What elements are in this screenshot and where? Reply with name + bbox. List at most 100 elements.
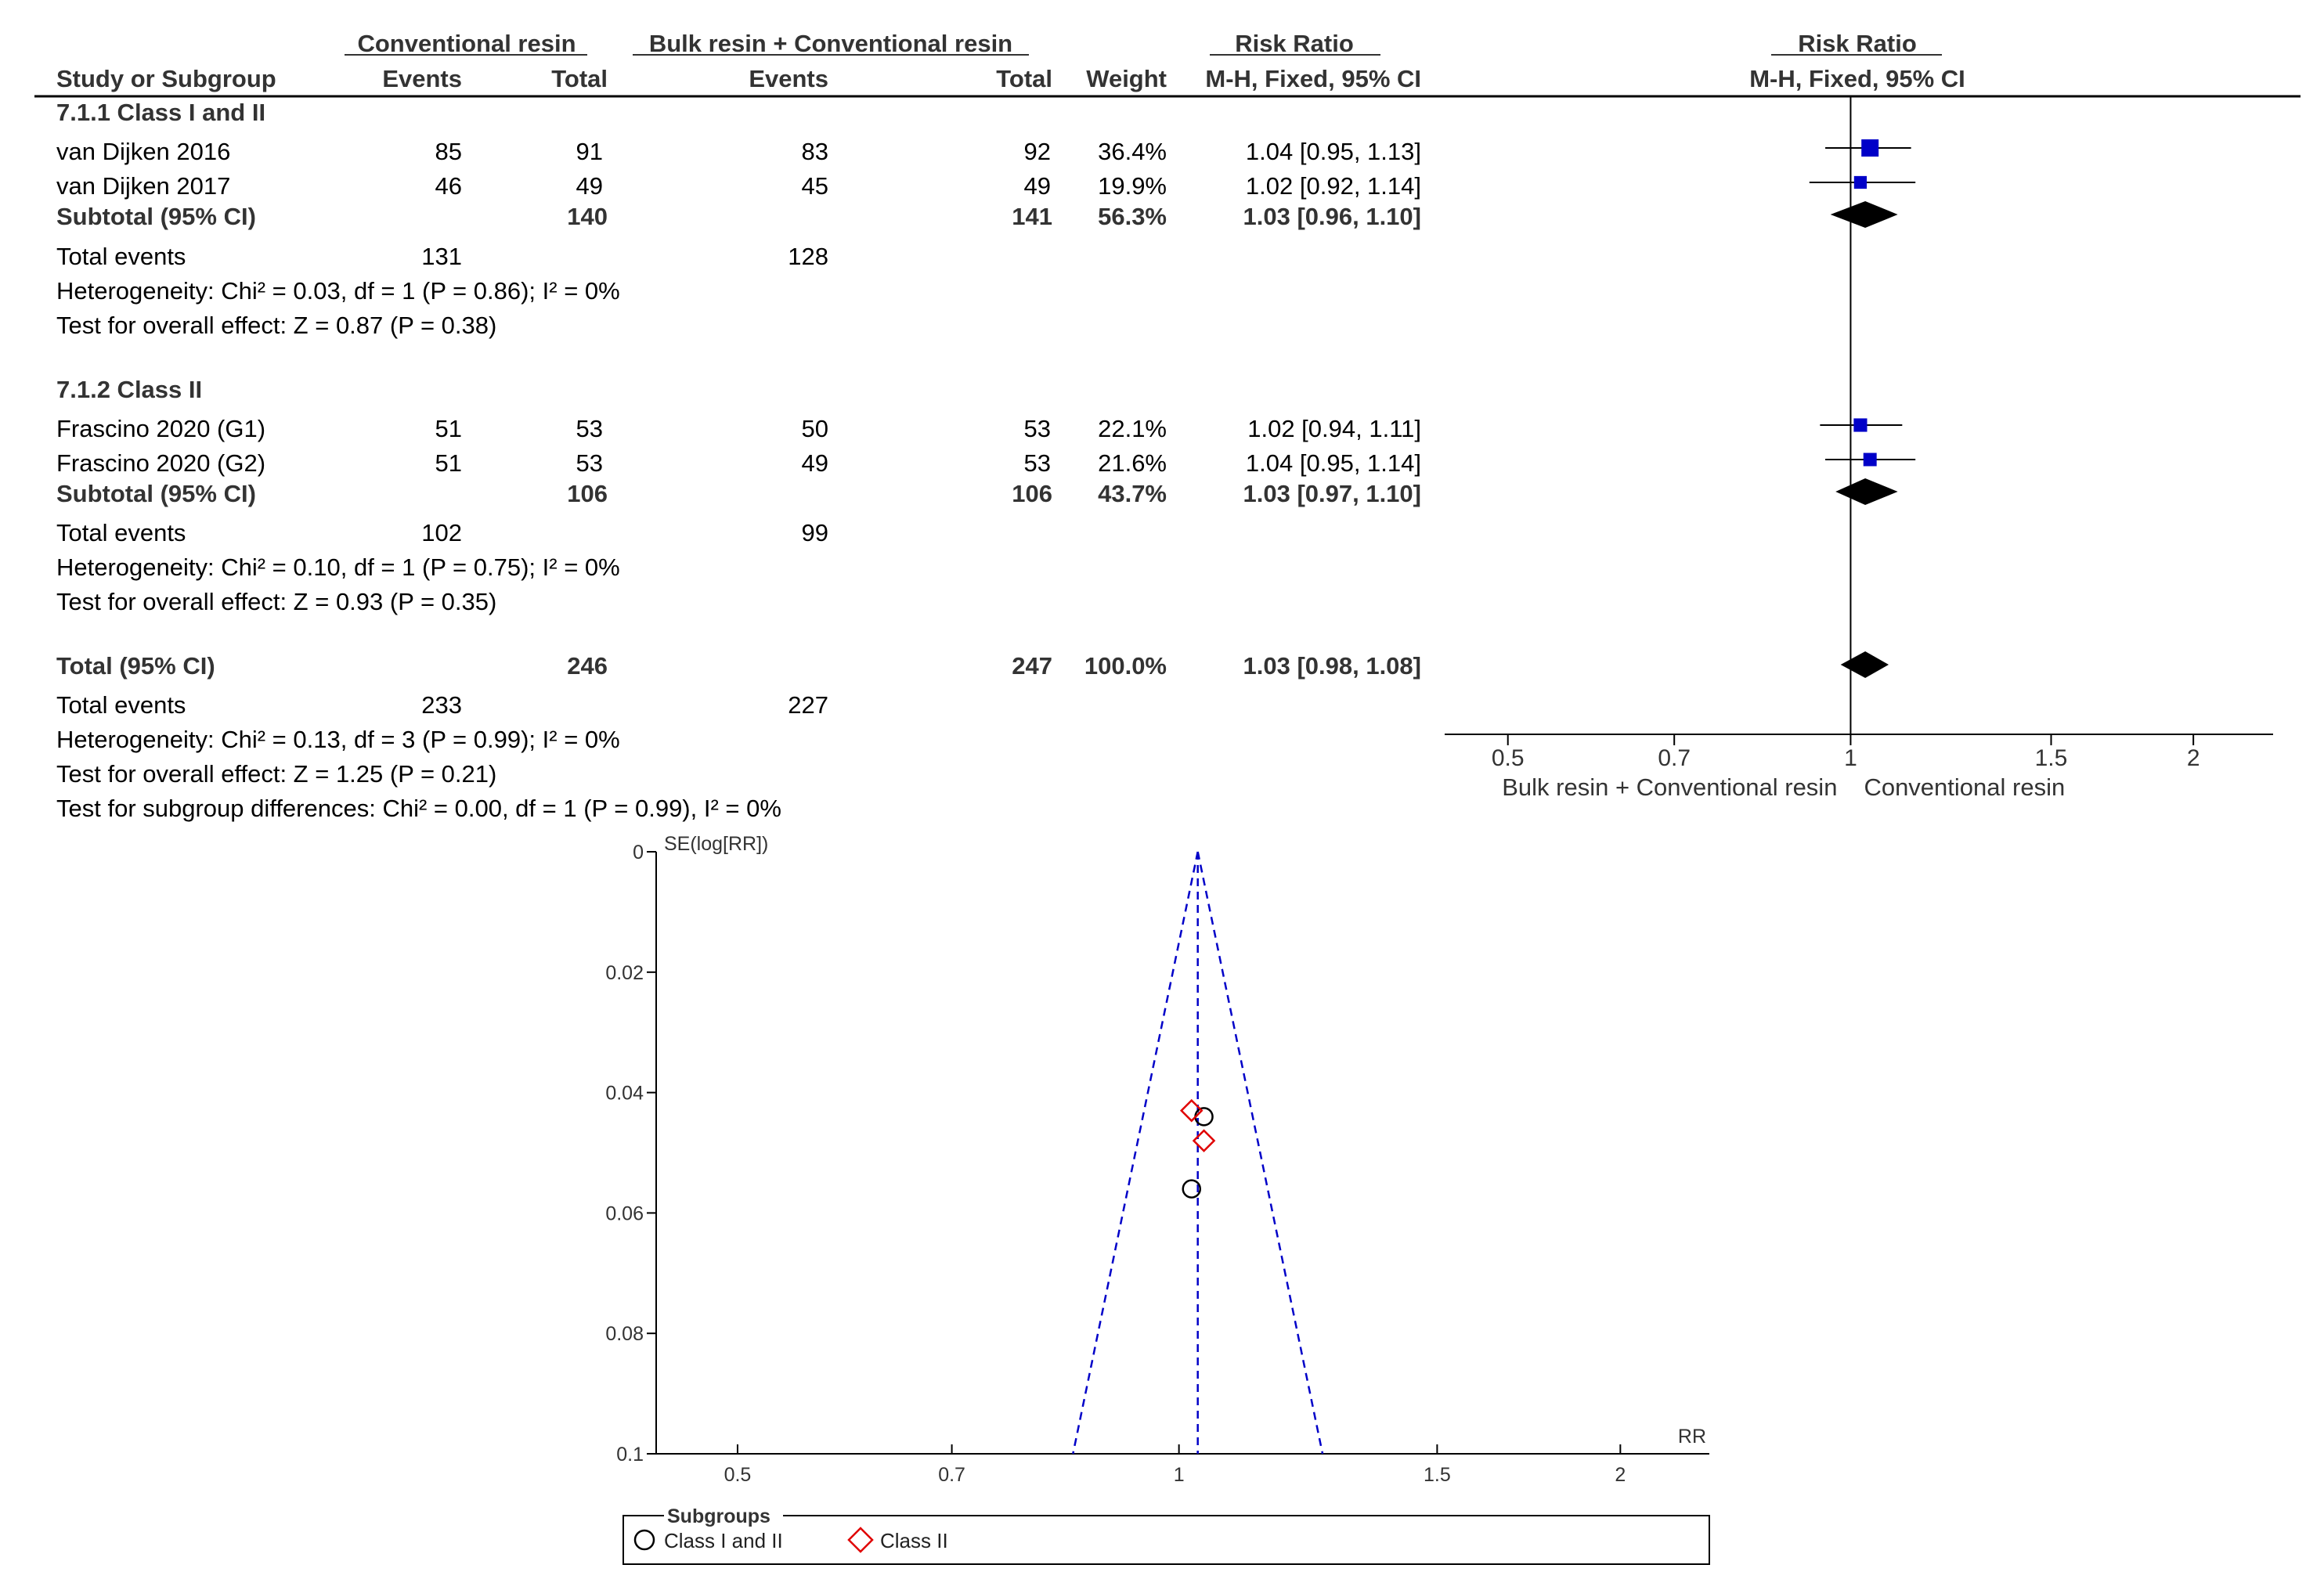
funnel-legend: Subgroups Class I and II Class II [622,1505,1710,1565]
group1-header: Conventional resin [357,30,576,57]
total-group2: 53 [1024,415,1051,442]
subtotal-row: Subtotal (95% CI) 106 106 43.7% 1.03 [0.… [56,480,1421,507]
events-group1: 85 [435,138,462,165]
total-events-row: Total events 102 99 [56,519,828,546]
study-name: van Dijken 2016 [56,138,230,165]
forest-table: 7.1.1 Class I and II van Dijken 2016 85 … [56,99,1421,822]
study-square [1853,418,1868,432]
forest-header: Conventional resin Bulk resin + Conventi… [56,30,1965,92]
total-weight: 100.0% [1084,652,1167,680]
study-square [1861,139,1879,157]
subtotal-total2: 106 [1012,480,1052,507]
study-weight: 36.4% [1098,138,1167,165]
legend-box [622,1515,1710,1565]
funnel-y-tick-label: 0.04 [605,1083,644,1105]
subtotal-diamond [1830,201,1898,228]
funnel-x-tick-label: 2 [1615,1464,1626,1486]
study-row: Frascino 2020 (G1) 51 53 50 53 22.1% 1.0… [56,415,1421,442]
plot-method-header: M-H, Fixed, 95% CI [1749,65,1965,92]
forest-tick-label: 1.5 [2035,745,2068,771]
legend-label-class-ii: Class II [880,1529,948,1552]
subtotal-diamond [1835,478,1898,505]
study-row: van Dijken 2017 46 49 45 49 19.9% 1.02 [… [56,172,1421,200]
study-square [1863,452,1877,467]
total2-col-header: Total [996,65,1052,92]
funnel-x-label: RR [1678,1426,1706,1448]
study-name: Frascino 2020 (G1) [56,415,265,442]
total-events-row: Total events 131 128 [56,243,828,270]
total-total1: 246 [567,652,608,680]
favours-right-label: Conventional resin [1864,773,2065,801]
events1-col-header: Events [382,65,462,92]
subtotal-label: Subtotal (95% CI) [56,480,256,507]
forest-tick-label: 2 [2187,745,2200,771]
total-group1: 49 [576,172,603,200]
study-weight: 22.1% [1098,415,1167,442]
forest-tick-label: 0.5 [1492,745,1525,771]
subtotal-total1: 106 [567,480,608,507]
study-col-header: Study or Subgroup [56,65,276,92]
funnel-x-tick-label: 1 [1174,1464,1185,1486]
forest-tick-label: 1 [1844,745,1857,771]
study-ci: 1.04 [0.95, 1.14] [1246,449,1421,477]
total-group1: 91 [576,138,603,165]
funnel-point-class-ii [1179,1098,1204,1123]
heterogeneity-text: Heterogeneity: Chi² = 0.13, df = 3 (P = … [56,726,620,753]
heterogeneity-text: Heterogeneity: Chi² = 0.03, df = 1 (P = … [56,277,620,305]
funnel-x-tick-label: 0.7 [938,1464,965,1486]
funnel-left-bound [1072,851,1199,1455]
funnel-y-tick-label: 0 [633,842,644,864]
overall-effect-text: Test for overall effect: Z = 1.25 (P = 0… [56,760,496,788]
legend-label-class-i-ii: Class I and II [664,1529,783,1552]
study-square [1853,175,1868,189]
subtotal-row: Subtotal (95% CI) 140 141 56.3% 1.03 [0.… [56,203,1421,230]
funnel-y-label: SE(log[RR]) [664,833,768,855]
total-ci: 1.03 [0.98, 1.08] [1243,652,1422,680]
study-name: van Dijken 2017 [56,172,230,200]
study-ci: 1.02 [0.92, 1.14] [1246,172,1421,200]
funnel-point-class-i-ii [1182,1179,1202,1199]
total-events-group2: 99 [802,519,828,546]
legend-title-bg [664,1505,783,1527]
subtotal-total2: 141 [1012,203,1052,230]
overall-effect-text: Test for overall effect: Z = 0.87 (P = 0… [56,312,496,339]
total-events-label: Total events [56,519,186,546]
group2-header: Bulk resin + Conventional resin [649,30,1012,57]
heterogeneity-text: Heterogeneity: Chi² = 0.10, df = 1 (P = … [56,553,620,581]
funnel-point-class-i-ii [1194,1107,1214,1127]
total-total2: 247 [1012,652,1052,680]
events2-col-header: Events [749,65,828,92]
total-group2: 92 [1024,138,1051,165]
subtotal-weight: 43.7% [1098,480,1167,507]
favours-left-label: Bulk resin + Conventional resin [1502,773,1837,801]
events-group1: 46 [435,172,462,200]
forest-plot: 0.5 0.7 1 1.5 2 Bulk resin + Conventional res… [1445,96,2273,801]
total-group2: 49 [1024,172,1051,200]
funnel-right-bound [1196,851,1324,1455]
events-group1: 51 [435,415,462,442]
funnel-y-tick-label: 0.08 [605,1323,644,1345]
funnel-plot: 0 0.02 0.04 0.06 0.08 0.1 0.5 0.7 1 1.5 2 SE(log[RR… [605,833,1709,1486]
funnel-point-class-ii [1192,1129,1216,1152]
overall-effect-text: Test for overall effect: Z = 0.93 (P = 0… [56,588,496,615]
events-group2: 45 [802,172,828,200]
study-ci: 1.04 [0.95, 1.13] [1246,138,1421,165]
subtotal-label: Subtotal (95% CI) [56,203,256,230]
total-diamond [1840,651,1889,678]
total-events-group1: 233 [421,691,462,719]
legend-title: Subgroups [667,1505,770,1527]
funnel-y-tick-label: 0.06 [605,1202,644,1224]
total-events-group2: 227 [788,691,828,719]
total-events-group2: 128 [788,243,828,270]
total-group2: 53 [1024,449,1051,477]
events-group2: 50 [802,415,828,442]
total-events-row: Total events 233 227 [56,691,828,719]
subtotal-total1: 140 [567,203,608,230]
subtotal-ci: 1.03 [0.96, 1.10] [1243,203,1422,230]
funnel-y-tick-label: 0.02 [605,962,644,984]
events-group2: 83 [802,138,828,165]
rr-table-title: Risk Ratio [1235,30,1354,57]
subtotal-weight: 56.3% [1098,203,1167,230]
funnel-x-tick-label: 1.5 [1424,1464,1451,1486]
